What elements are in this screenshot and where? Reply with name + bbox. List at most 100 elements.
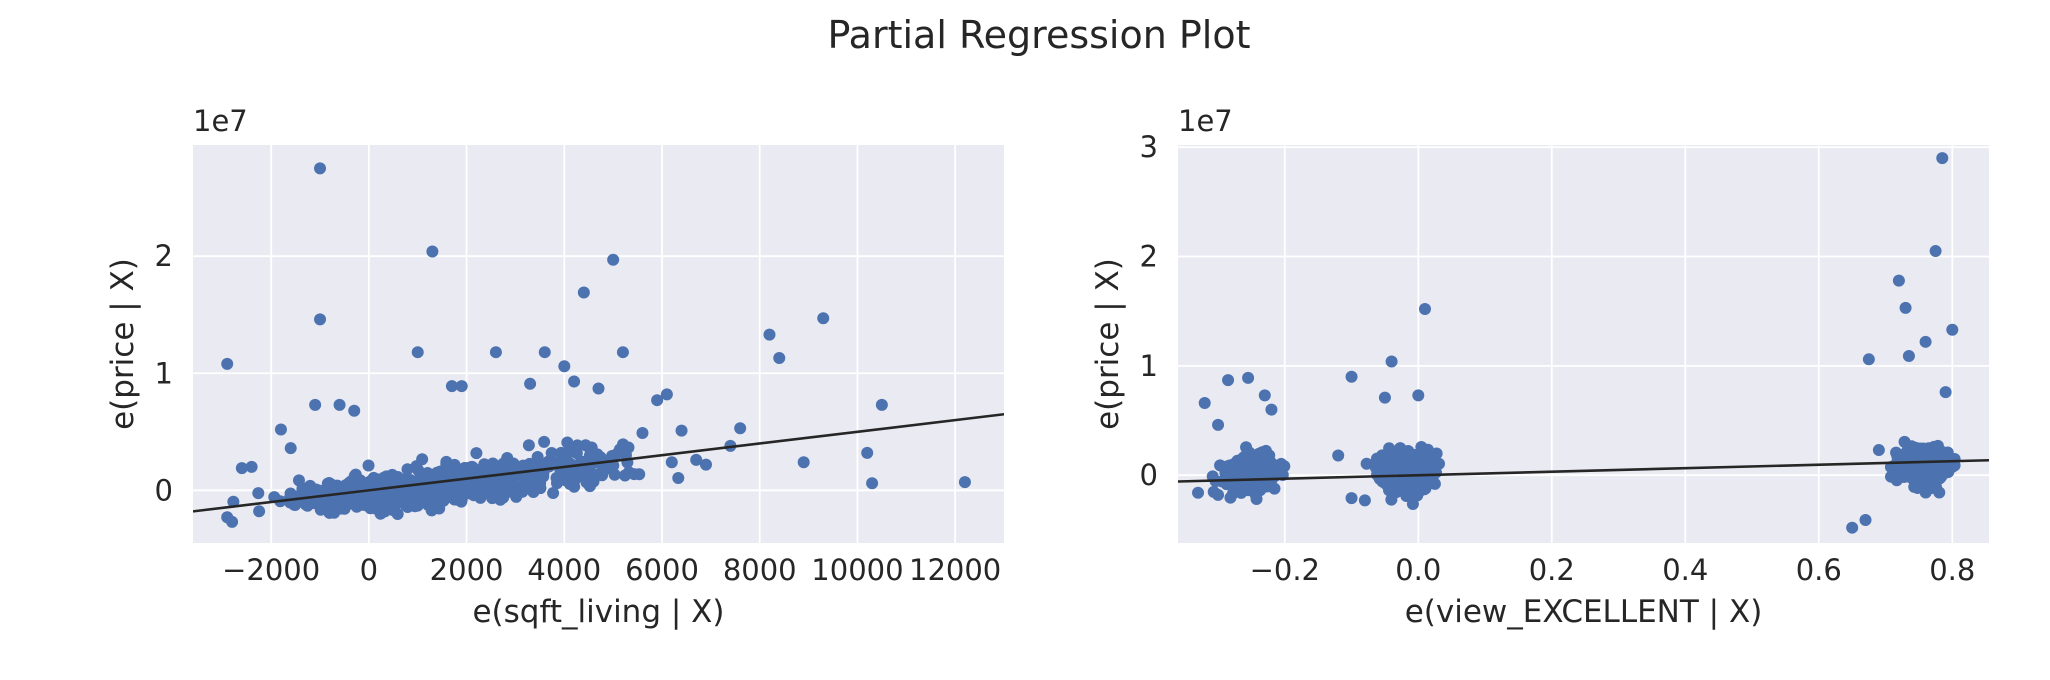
scatter-point: [1234, 480, 1247, 493]
scatter-point-outlier: [577, 286, 590, 299]
plot-background: [1178, 145, 1989, 543]
scatter-point: [1908, 480, 1921, 493]
y-tick-label: 1: [155, 356, 173, 390]
scatter-point-outlier: [734, 422, 747, 435]
scatter-point-outlier: [1345, 492, 1358, 505]
scatter-point: [547, 487, 560, 500]
scatter-point: [1241, 471, 1254, 484]
scatter-point: [583, 471, 596, 484]
scatter-point: [412, 464, 425, 477]
scatter-point-outlier: [524, 377, 537, 390]
scatter-point-outlier: [607, 253, 620, 266]
scatter-point-outlier: [1385, 355, 1398, 368]
x-tick-label: 0.8: [1929, 553, 1975, 587]
scatter-point: [1240, 441, 1253, 454]
scatter-point: [585, 441, 598, 454]
scatter-point: [470, 447, 483, 460]
scatter-point: [1263, 457, 1276, 470]
x-tick-label: 0.4: [1662, 553, 1708, 587]
scatter-point: [399, 490, 412, 503]
x-tick-label: 0.6: [1796, 553, 1842, 587]
scatter-point-outlier: [1418, 303, 1431, 316]
scatter-point-outlier: [1936, 152, 1949, 165]
scatter-point-outlier: [1859, 514, 1872, 527]
scatter-point-outlier: [558, 360, 571, 373]
scatter-point: [1274, 458, 1287, 471]
scatter-point: [1918, 442, 1931, 455]
scatter-point: [490, 474, 503, 487]
scatter-point-outlier: [592, 382, 605, 395]
scatter-point: [1360, 457, 1373, 470]
scatter-point: [598, 463, 611, 476]
scatter-point-outlier: [284, 442, 297, 455]
scatter-point: [367, 494, 380, 507]
scatter-point: [252, 487, 265, 500]
scatter-point-outlier: [773, 352, 786, 365]
scatter-point: [611, 447, 624, 460]
scatter-point: [1389, 477, 1402, 490]
scatter-point: [1935, 470, 1948, 483]
y-offset-label: 1e7: [1178, 104, 1233, 138]
scatter-point-outlier: [314, 162, 327, 175]
scatter-point: [401, 463, 414, 476]
scatter-point: [1919, 486, 1932, 499]
scatter-point-outlier: [489, 346, 502, 359]
scatter-point: [1918, 466, 1931, 479]
scatter-point: [628, 468, 641, 481]
x-tick-label: 10000: [811, 553, 903, 587]
scatter-point-outlier: [866, 477, 879, 490]
y-tick-label: 2: [155, 239, 173, 273]
x-tick-label: 2000: [430, 553, 504, 587]
x-tick-label: 0.0: [1395, 553, 1441, 587]
scatter-point-outlier: [636, 426, 649, 439]
x-tick-label: 4000: [527, 553, 601, 587]
scatter-point-outlier: [817, 312, 830, 325]
scatter-point-outlier: [226, 515, 239, 528]
scatter-point-outlier: [1946, 323, 1959, 336]
scatter-point-outlier: [333, 398, 346, 411]
regression-fit-line: [1178, 458, 1989, 483]
left-plot-panel: −2000 0 2000 4000 6000 8000 10000 12000 0 1 2 1e7 e(…: [105, 104, 1004, 630]
scatter-point-outlier: [1939, 386, 1952, 399]
scatter-point: [335, 496, 348, 509]
scatter-point-outlier: [958, 476, 971, 489]
scatter-point-outlier: [1358, 494, 1371, 507]
scatter-point-outlier: [1929, 245, 1942, 258]
scatter-point: [345, 488, 358, 501]
scatter-point: [1421, 443, 1434, 456]
scatter-point: [1410, 486, 1423, 499]
scatter-point: [362, 459, 375, 472]
scatter-point: [253, 505, 266, 518]
scatter-point-outlier: [797, 456, 810, 469]
scatter-point: [446, 480, 459, 493]
x-tick-label: −2000: [222, 553, 320, 587]
scatter-point-outlier: [1892, 274, 1905, 287]
scatter-point: [1407, 453, 1420, 466]
scatter-point: [1425, 457, 1438, 470]
scatter-point: [1386, 465, 1399, 478]
y-tick-label: 1: [1140, 349, 1158, 383]
scatter-point-outlier: [1899, 301, 1912, 314]
scatter-point-outlier: [690, 453, 703, 466]
scatter-point: [1370, 452, 1383, 465]
scatter-point: [323, 476, 336, 489]
scatter-point: [1214, 459, 1227, 472]
scatter-point: [608, 468, 621, 481]
scatter-point-outlier: [1242, 371, 1255, 384]
scatter-point-outlier: [675, 424, 688, 437]
regression-fit-line: [193, 412, 1004, 513]
scatter-point-outlier: [1258, 389, 1271, 402]
scatter-point-outlier: [455, 380, 468, 393]
scatter-point-outlier: [348, 404, 361, 417]
x-tick-label: 0.2: [1529, 553, 1575, 587]
scatter-point-outlier: [568, 375, 581, 388]
scatter-point: [1244, 481, 1257, 494]
x-tick-label: −0.2: [1250, 553, 1320, 587]
scatter-point-outlier: [1412, 389, 1425, 402]
scatter-point: [571, 439, 584, 452]
scatter-point: [1376, 475, 1389, 488]
scatter-point: [561, 446, 574, 459]
scatter-point-outlier: [538, 346, 551, 359]
scatter-point-outlier: [1345, 370, 1358, 383]
